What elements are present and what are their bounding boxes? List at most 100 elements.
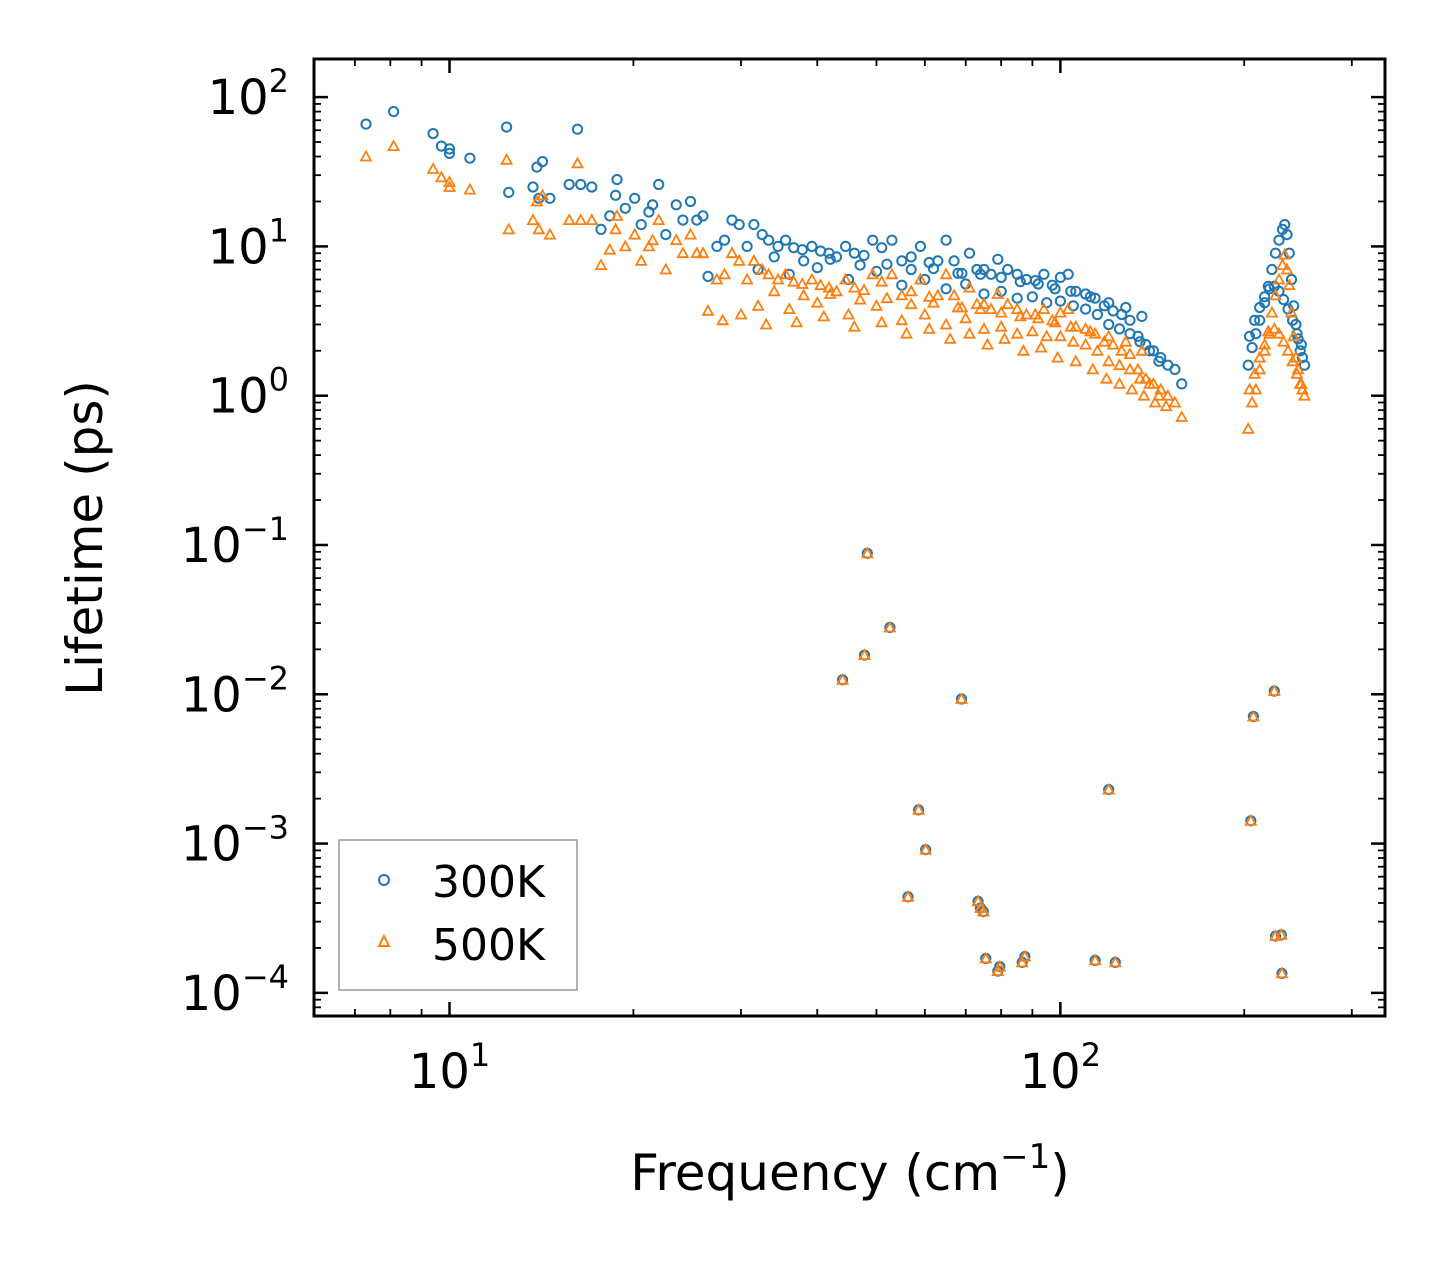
data-point-500k [895,288,909,301]
data-point-300k [1243,330,1256,342]
data-point-300k [927,263,940,275]
data-point-500k [1097,334,1111,347]
data-point-500k [1258,343,1272,356]
data-point-500k [787,274,801,287]
data-point-300k [1147,345,1160,357]
data-point-500k [1267,322,1281,334]
data-point-300k [1124,314,1136,326]
data-point-500k [1297,388,1312,401]
data-point-300k [388,106,400,118]
data-point-500k [836,672,850,685]
data-point-300k [571,123,584,135]
legend: 300K 500K [338,839,578,991]
x-tick-label-base: 10 [409,1044,470,1100]
data-point-300k [772,240,784,252]
data-point-500k [1025,324,1039,337]
data-point-500k [1088,326,1102,339]
data-point-500k [926,295,941,308]
data-point-500k [931,288,945,301]
data-point-300k [992,253,1004,265]
data-point-500k [426,162,440,174]
data-point-300k [780,234,792,246]
data-point-500k [1148,395,1162,408]
data-point-500k [532,222,546,235]
data-point-500k [904,297,918,310]
data-point-300k [1054,295,1067,307]
data-point-500k [971,894,985,907]
data-point-500k [1258,337,1272,350]
data-point-500k [790,315,804,328]
data-point-300k [905,251,917,263]
data-point-300k [647,199,659,211]
data-point-300k [711,240,723,252]
data-point-500k [594,258,608,271]
data-point-500k [1102,782,1116,795]
y-tick-label-exponent: −1 [242,510,289,548]
x-axis-label: Frequency (cm−1) [630,1137,1070,1202]
y-tick-label: 10−4 [181,958,289,1022]
data-point-300k [653,178,665,191]
data-point-500k [901,889,915,902]
data-point-300k [1038,268,1050,280]
data-point-500k [759,317,773,330]
data-point-500k [976,904,990,917]
data-point-500k [895,313,909,326]
data-point-500k [1051,350,1065,363]
data-point-500k [434,170,448,183]
series-500k-points [359,139,1312,979]
data-point-300k [1246,342,1258,354]
data-point-300k [629,192,641,204]
data-point-300k [940,283,952,295]
data-point-500k [943,332,957,344]
data-point-500k [918,307,932,320]
data-point-300k [1134,336,1146,348]
data-point-500k [947,288,961,301]
legend-marker-300k [378,874,390,886]
data-point-500k [1249,382,1263,395]
data-point-500k [618,239,632,252]
data-point-300k [1249,314,1261,326]
data-point-500k [997,332,1012,344]
y-tick-label-base: 10 [181,518,242,574]
data-point-300k [858,249,870,261]
data-point-500k [980,337,995,350]
data-point-500k [1275,966,1289,979]
data-point-500k [676,246,690,259]
data-point-500k [1112,358,1127,371]
data-point-500k [634,254,648,266]
data-point-500k [1123,362,1137,375]
data-point-500k [1253,350,1267,363]
data-point-300k [1153,355,1165,367]
y-tick-label-exponent: 2 [269,62,289,100]
data-point-500k [642,239,656,252]
data-point-500k [740,272,754,285]
data-point-500k [883,620,897,633]
x-tick-label-exponent: 2 [1081,1036,1101,1074]
data-point-500k [1131,362,1145,375]
data-point-500k [610,209,624,221]
y-axis-label: Lifetime (ps) [56,380,114,696]
data-point-500k [1045,313,1059,326]
data-point-300k [1292,333,1304,345]
x-tick-label: 102 [1020,1036,1101,1100]
data-point-500k [1102,329,1116,342]
data-point-500k [1246,709,1260,722]
data-point-500k [994,319,1008,332]
data-point-500k [847,319,861,332]
data-point-300k [1032,278,1044,290]
data-point-500k [1133,371,1147,384]
data-point-500k [1115,343,1129,356]
data-point-300k [1136,310,1148,322]
data-point-500k [1061,302,1075,315]
data-point-300k [974,268,987,280]
data-point-300k [1014,276,1026,288]
data-point-300k [824,253,836,265]
data-point-300k [768,251,780,263]
x-axis-label-exponent: −1 [1000,1137,1050,1177]
data-point-300k [1259,291,1271,303]
data-point-500k [717,267,732,280]
data-point-300k [1065,285,1077,297]
y-tick-label: 101 [208,211,289,275]
